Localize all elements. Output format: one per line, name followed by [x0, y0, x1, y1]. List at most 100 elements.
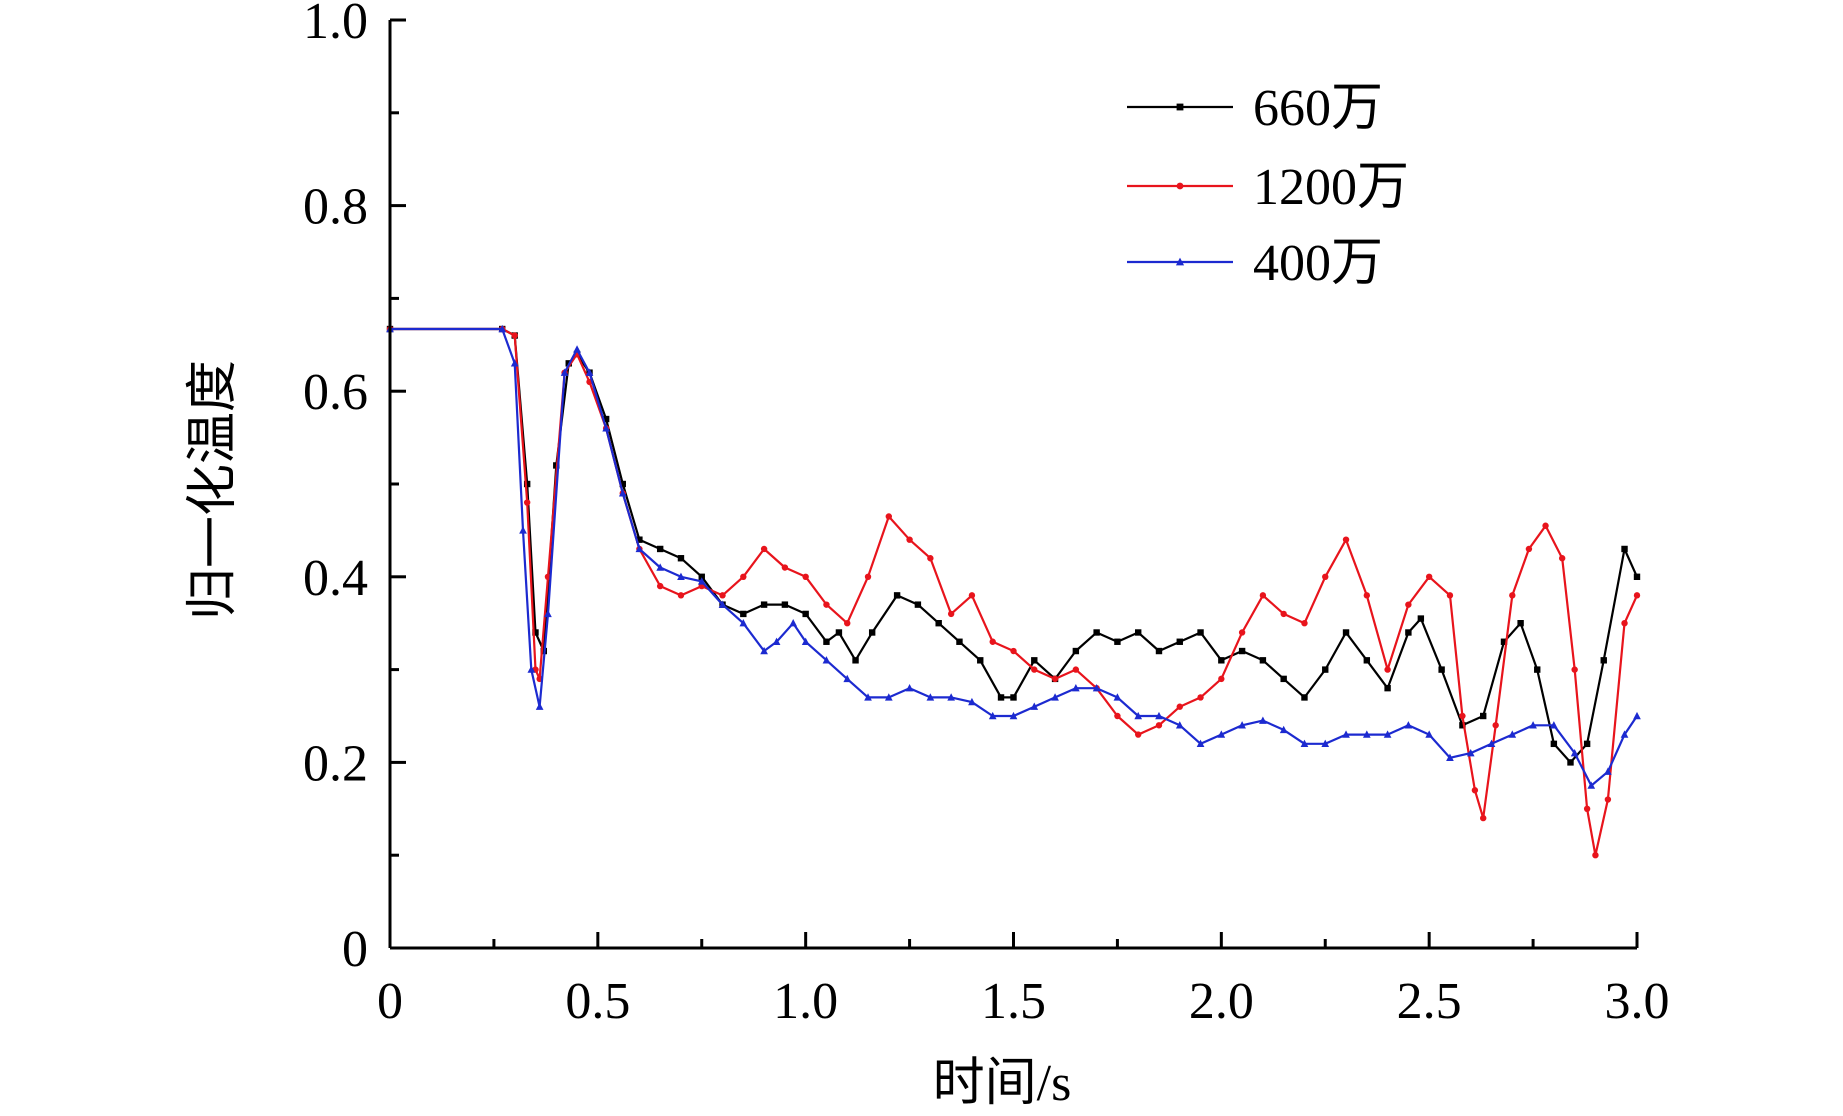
data-point — [823, 638, 830, 645]
x-tick-label: 0.5 — [565, 973, 630, 1030]
x-tick-label: 1.0 — [773, 973, 838, 1030]
data-point — [935, 620, 942, 627]
data-point — [1218, 657, 1225, 664]
data-point — [1051, 675, 1059, 683]
legend-label: 660万 — [1253, 80, 1383, 137]
x-tick-label: 3.0 — [1605, 973, 1670, 1030]
data-point — [1238, 647, 1246, 655]
data-point — [1031, 666, 1038, 673]
data-point — [1342, 629, 1350, 636]
data-point — [656, 545, 664, 553]
legend-entry: 660万 — [1127, 80, 1383, 137]
data-point — [740, 610, 747, 618]
data-point — [1583, 805, 1591, 812]
data-point — [1480, 712, 1487, 720]
data-point — [635, 544, 644, 553]
data-point — [927, 555, 934, 562]
data-point — [619, 480, 626, 488]
data-point — [760, 545, 768, 553]
data-point — [1114, 638, 1121, 645]
legend: 660万 1200万 400万 — [1127, 80, 1409, 292]
data-point — [1517, 620, 1524, 627]
data-point — [1010, 647, 1017, 655]
y-tick-label: 0.6 — [303, 364, 368, 421]
data-point — [906, 536, 913, 543]
data-point — [1009, 711, 1018, 720]
data-point — [510, 359, 519, 367]
data-point — [573, 345, 581, 353]
data-point — [523, 499, 531, 506]
data-point — [1558, 555, 1566, 562]
data-point — [1196, 739, 1205, 748]
data-point — [1620, 730, 1629, 738]
data-point — [1072, 647, 1080, 655]
data-point — [1218, 675, 1225, 683]
data-point — [697, 577, 706, 585]
data-point — [1363, 657, 1371, 664]
data-point — [1155, 722, 1163, 729]
data-point — [1508, 730, 1517, 738]
data-point — [1259, 716, 1267, 724]
x-axis-label: 时间/s — [933, 1055, 1072, 1112]
data-point — [1363, 592, 1371, 599]
data-point — [1600, 657, 1607, 664]
data-point — [1384, 684, 1391, 692]
series-1 — [386, 325, 1641, 766]
data-point — [1529, 721, 1537, 729]
data-point — [988, 711, 997, 720]
legend-marker — [1176, 182, 1184, 190]
data-point — [1280, 610, 1287, 618]
y-tick-label: 1.0 — [303, 0, 368, 50]
data-point — [926, 693, 935, 701]
y-tick-label: 0.2 — [303, 735, 368, 792]
data-point — [893, 592, 901, 599]
legend-entry: 1200万 — [1127, 159, 1409, 216]
series-line — [390, 327, 1639, 857]
data-point — [1092, 684, 1101, 692]
data-point — [1155, 647, 1163, 655]
x-tick-label: 2.5 — [1397, 973, 1462, 1030]
data-point — [802, 573, 809, 580]
data-point — [1384, 666, 1391, 673]
y-axis-label: 归一化温度 — [185, 360, 242, 620]
data-point — [1301, 694, 1308, 701]
data-point — [1322, 573, 1329, 580]
data-point — [1238, 629, 1246, 636]
data-point — [1300, 739, 1309, 748]
data-point — [1621, 545, 1628, 553]
data-point — [905, 684, 914, 692]
data-point — [1550, 740, 1558, 748]
y-tick-label: 0.4 — [303, 550, 368, 607]
data-point — [1031, 657, 1038, 664]
data-point — [1176, 703, 1183, 710]
data-point — [1093, 629, 1100, 636]
data-point — [781, 601, 789, 608]
data-point — [1417, 615, 1425, 622]
y-tick-label: 0 — [342, 921, 368, 978]
data-point — [977, 657, 984, 664]
data-point — [1592, 852, 1599, 859]
series-3 — [386, 324, 1641, 789]
data-point — [1197, 629, 1204, 636]
data-point — [523, 480, 531, 488]
x-tick-label: 0 — [377, 973, 403, 1030]
data-point — [989, 638, 996, 645]
data-point — [1466, 748, 1475, 757]
data-point — [1459, 712, 1466, 720]
data-point — [1550, 721, 1558, 729]
data-point — [868, 629, 876, 636]
data-point — [760, 601, 768, 608]
data-point — [1633, 573, 1641, 580]
data-point — [1217, 730, 1226, 738]
data-point — [511, 332, 518, 339]
data-point — [997, 694, 1005, 701]
data-point — [1279, 725, 1288, 734]
data-point — [1114, 712, 1121, 720]
data-point — [1621, 620, 1628, 627]
legend-marker — [1176, 103, 1184, 111]
data-point — [1259, 657, 1267, 664]
data-point — [585, 368, 594, 376]
data-point — [1072, 666, 1080, 673]
data-point — [864, 693, 872, 701]
data-point — [1113, 693, 1122, 701]
